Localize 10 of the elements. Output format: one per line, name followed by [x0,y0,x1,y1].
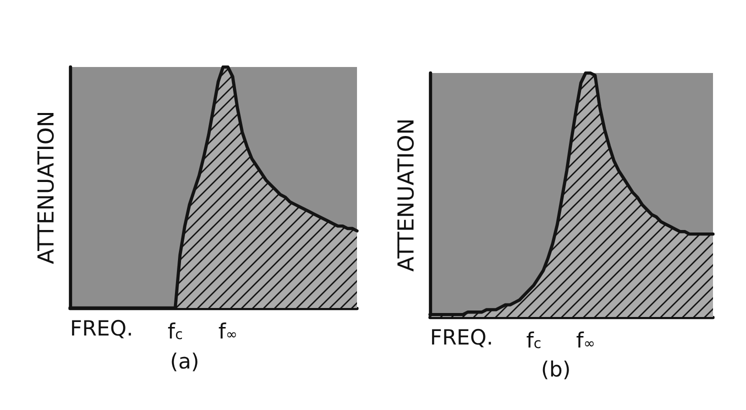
y-axis-title: ATTENUATION [394,118,420,272]
text: (a) [170,350,200,374]
text: (b) [541,358,571,382]
y-axis-title: ATTENUATION [34,110,60,264]
x-axis-title: FREQ. [70,316,134,340]
x-tick-label: fc [168,320,183,344]
x-tick-label: f∞ [576,328,596,352]
x-tick-label: fc [526,328,542,352]
x-tick-label: f∞ [218,320,238,344]
x-axis-title: FREQ. [430,326,494,350]
